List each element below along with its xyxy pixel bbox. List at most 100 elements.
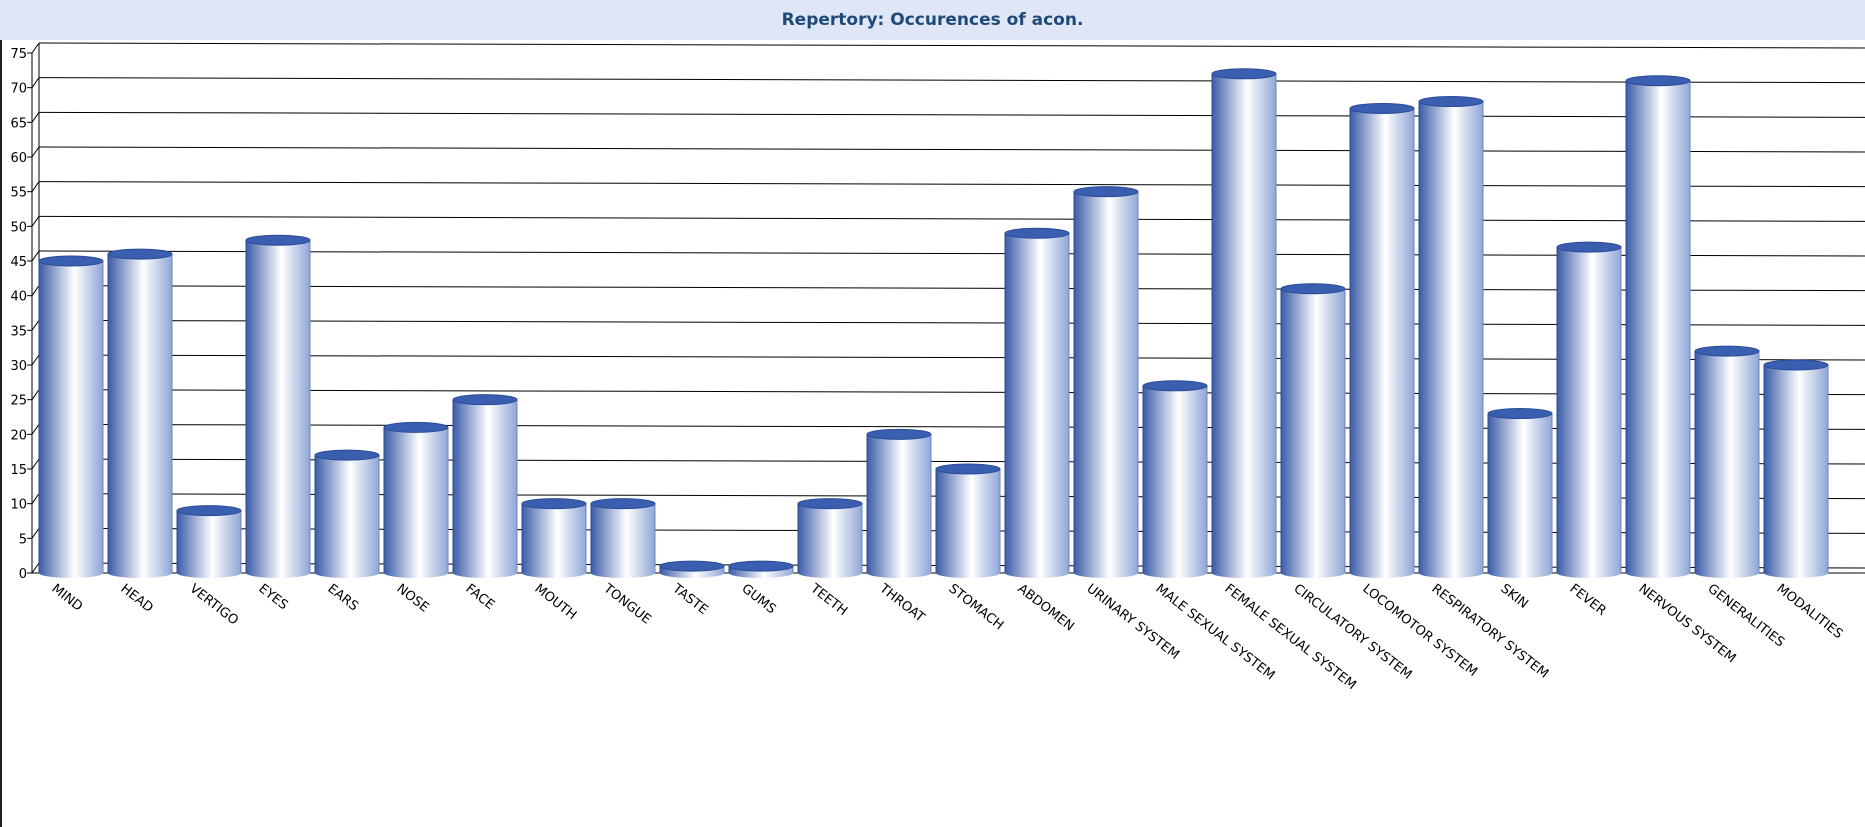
y-tick-label: 75	[10, 47, 27, 62]
chart-title: Repertory: Occurences of acon.	[781, 10, 1084, 30]
bar-body	[315, 455, 379, 573]
y-tick-label: 5	[19, 532, 27, 547]
bar	[38, 255, 104, 578]
x-tick-label: STOMACH	[946, 581, 1007, 633]
bar-top	[107, 248, 173, 260]
y-tick-label: 70	[10, 82, 27, 97]
bar-top	[659, 560, 725, 572]
bar-body	[384, 427, 448, 573]
grid-line-side	[31, 562, 40, 574]
bar-body	[798, 503, 862, 573]
x-tick-label: MOUTH	[532, 581, 580, 623]
bar-top	[1556, 241, 1622, 253]
bar-body	[1488, 413, 1552, 573]
bar	[383, 421, 449, 578]
bar-body	[177, 510, 241, 573]
grid-line-side	[31, 216, 40, 227]
bar-top	[1073, 186, 1139, 198]
bar-body	[1626, 80, 1690, 573]
bar-body	[1212, 73, 1276, 574]
bar	[1694, 345, 1760, 578]
bar-chart: 0 5 10 15 20 25 30 35 40 45 50 55 60 65 70 75 MIND HEAD V…	[10, 42, 1865, 693]
bar	[866, 428, 932, 578]
bar-base	[1419, 568, 1483, 578]
x-tick-label: MIND	[49, 581, 86, 614]
x-tick-label: EARS	[325, 581, 361, 614]
bar	[1004, 227, 1070, 578]
x-tick-label: THROAT	[876, 581, 928, 626]
bar-base	[1281, 568, 1345, 578]
bar	[1763, 359, 1829, 578]
bar	[1073, 186, 1139, 578]
bar	[1211, 68, 1277, 578]
bar-body	[936, 469, 1000, 573]
bar-body	[453, 399, 517, 573]
grid-line-side	[31, 458, 40, 470]
y-tick-label: 10	[10, 498, 27, 513]
bar-base	[1212, 568, 1276, 578]
bar-body	[246, 240, 310, 573]
x-axis-labels: MIND HEAD VERTIGO EYES EARS NOSE FACE MOUTH TONG…	[49, 581, 1846, 693]
bar	[452, 394, 518, 578]
bar-body	[591, 503, 655, 573]
y-axis: 0 5 10 15 20 25 30 35 40 45 50 55 60 65 70 75	[10, 47, 32, 582]
bar-top	[383, 421, 449, 433]
grid-line-side	[31, 528, 40, 539]
bar-body	[1074, 191, 1138, 573]
grid-line-side	[31, 181, 40, 192]
bar	[1625, 75, 1691, 578]
bar-top	[1487, 408, 1553, 420]
x-tick-label: TONGUE	[600, 581, 654, 628]
y-tick-label: 45	[10, 255, 27, 270]
bar	[1556, 241, 1622, 578]
bar-top	[935, 463, 1001, 475]
x-tick-label: FEVER	[1567, 581, 1609, 619]
bar-base	[1005, 568, 1069, 578]
bar-base	[39, 568, 103, 578]
y-tick-label: 65	[10, 116, 27, 131]
x-tick-label: HEAD	[118, 581, 156, 616]
grid-line	[38, 77, 1865, 84]
bar-base	[522, 568, 586, 578]
y-tick-label: 20	[10, 428, 27, 443]
grid-line-side	[31, 112, 40, 123]
x-tick-label: EYES	[256, 581, 291, 613]
x-tick-label: NOSE	[394, 581, 432, 615]
grid-line-side	[31, 320, 40, 331]
bar-base	[246, 568, 310, 578]
y-tick-label: 55	[10, 186, 27, 201]
bar-body	[1350, 108, 1414, 573]
bar	[728, 560, 794, 578]
bar-base	[798, 568, 862, 578]
x-tick-label: RESPIRATORY SYSTEM	[1429, 581, 1552, 681]
bar	[521, 498, 587, 578]
bar-top	[1418, 96, 1484, 108]
bar-top	[452, 394, 518, 406]
bar	[176, 505, 242, 578]
bar-top	[1694, 345, 1760, 357]
bar-body	[1281, 288, 1345, 573]
x-tick-label: CIRCULATORY SYSTEM	[1291, 581, 1415, 682]
x-tick-label: FACE	[463, 581, 498, 613]
bar-top	[1142, 380, 1208, 392]
bar-base	[1350, 568, 1414, 578]
bar-base	[867, 568, 931, 578]
bar-top	[1280, 283, 1346, 295]
bar	[1487, 408, 1553, 578]
x-tick-label: TASTE	[669, 581, 711, 618]
grid-line-side	[31, 285, 40, 296]
bar-base	[1488, 568, 1552, 578]
bar-base	[936, 568, 1000, 578]
grid-line-side	[31, 42, 40, 54]
y-tick-label: 35	[10, 324, 27, 339]
bar-top	[38, 255, 104, 267]
bar-base	[1626, 568, 1690, 578]
bar-top	[1349, 102, 1415, 114]
left-border	[0, 40, 2, 827]
bar	[590, 498, 656, 578]
bar-top	[797, 498, 863, 510]
grid-line-side	[31, 424, 40, 435]
bar-top	[1625, 75, 1691, 87]
bar-top	[866, 428, 932, 440]
bar-body	[1557, 247, 1621, 573]
